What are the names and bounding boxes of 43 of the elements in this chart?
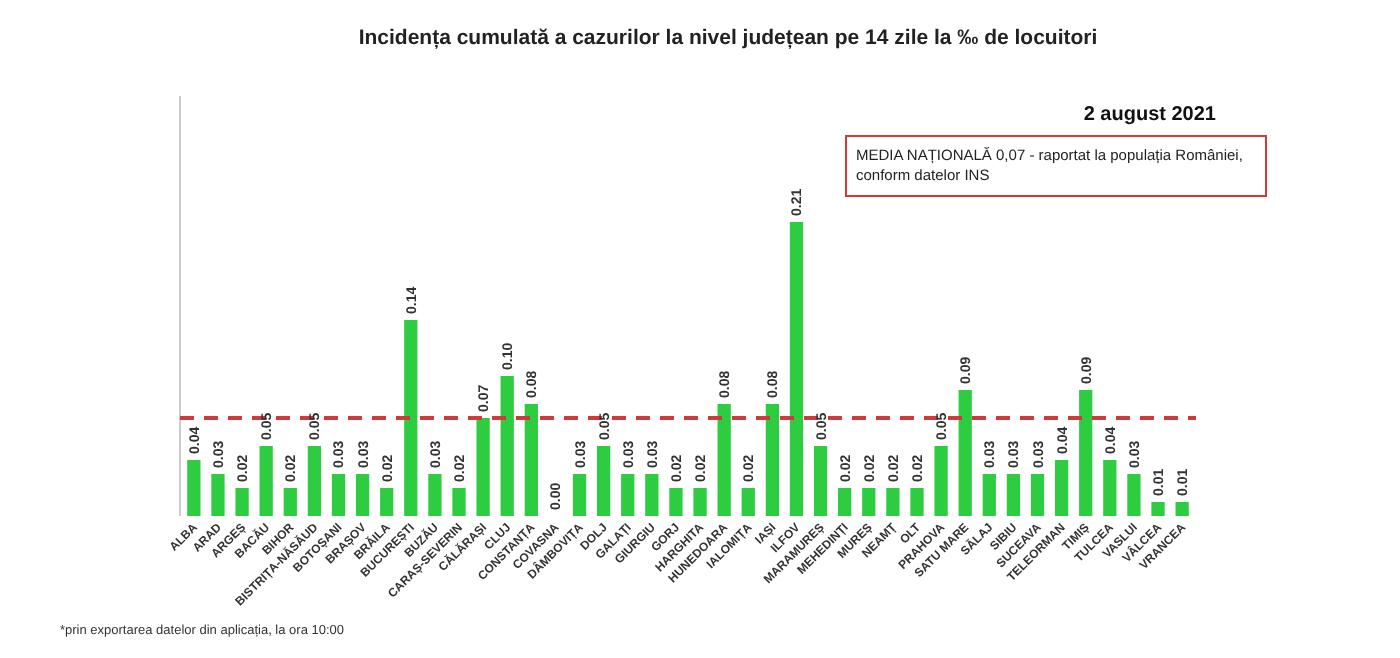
bar	[958, 390, 972, 516]
bar	[1151, 502, 1165, 516]
bar	[572, 474, 587, 516]
bar	[1054, 460, 1069, 516]
bar	[259, 446, 273, 516]
bar	[597, 446, 611, 516]
bar	[476, 418, 490, 516]
bar	[717, 404, 731, 516]
bar	[235, 488, 249, 516]
bar	[1103, 460, 1117, 516]
bar	[187, 460, 201, 516]
bar	[1127, 474, 1141, 516]
bar	[1175, 502, 1189, 516]
bar	[910, 488, 924, 516]
bar	[524, 404, 538, 516]
bar	[283, 488, 297, 516]
bar	[886, 488, 900, 516]
bar	[645, 474, 659, 516]
bar	[789, 222, 804, 516]
bar	[500, 376, 514, 516]
bar	[452, 488, 466, 516]
bar	[838, 488, 852, 516]
bar	[1030, 474, 1045, 516]
bar	[813, 446, 828, 516]
bar	[404, 320, 418, 516]
bar	[621, 474, 635, 516]
bar	[934, 446, 948, 516]
bar	[211, 474, 225, 516]
bar	[307, 446, 322, 516]
bar	[765, 404, 779, 516]
bar	[355, 474, 370, 516]
bar	[1079, 390, 1093, 516]
bar	[669, 488, 683, 516]
chart-subtitle: 2 august 2021	[1083, 104, 1217, 126]
bar	[862, 488, 876, 516]
bar	[380, 488, 394, 516]
bar	[741, 488, 755, 516]
chart-title: Incidența cumulată a cazurilor la nivel județean pe 14 zile la ‰ de locuitori	[358, 26, 1098, 50]
bar	[428, 474, 442, 516]
bar	[982, 474, 996, 516]
bar	[1006, 474, 1021, 516]
bar	[693, 488, 707, 516]
bar	[331, 474, 346, 516]
